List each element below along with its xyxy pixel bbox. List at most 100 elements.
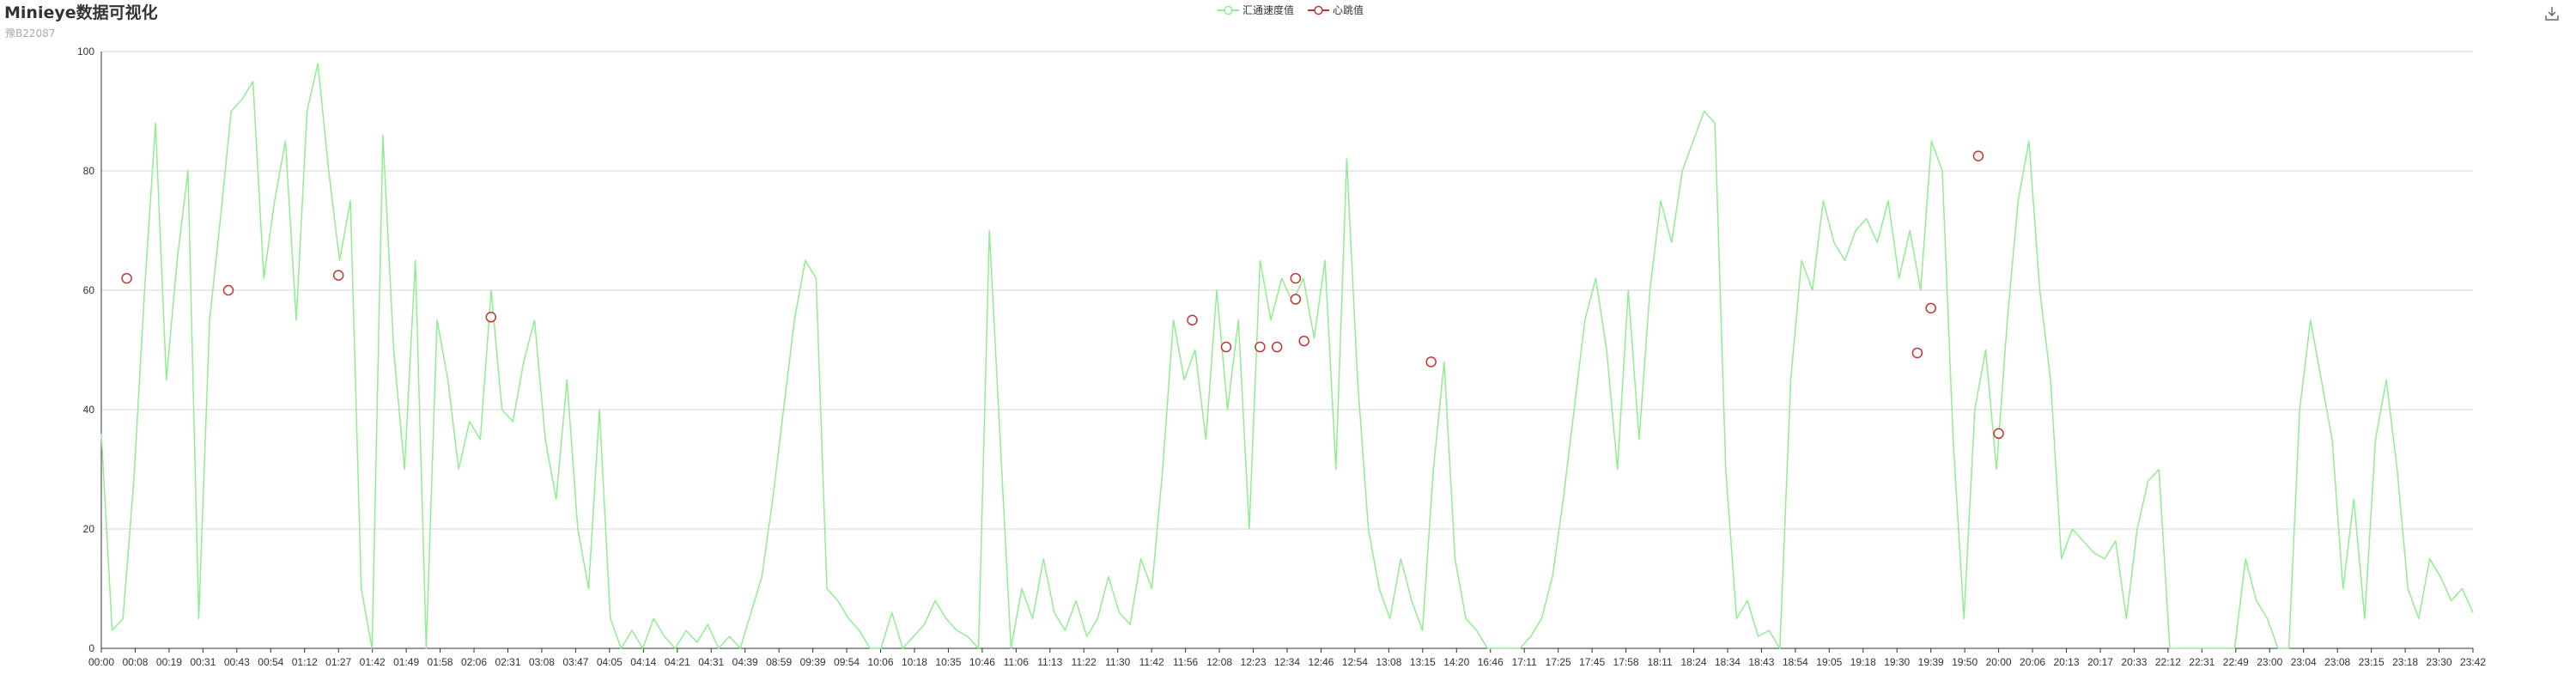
save-as-image-button[interactable]	[2543, 5, 2561, 22]
x-tick-label: 23:04	[2291, 656, 2317, 668]
x-tick-label: 19:18	[1850, 656, 1876, 668]
x-tick-label: 20:17	[2087, 656, 2113, 668]
x-tick-label: 13:15	[1410, 656, 1436, 668]
x-tick-label: 01:42	[360, 656, 386, 668]
y-tick-label: 80	[83, 165, 95, 177]
x-tick-label: 23:00	[2257, 656, 2282, 668]
x-tick-label: 18:11	[1647, 656, 1672, 668]
x-tick-label: 12:34	[1274, 656, 1300, 668]
x-tick-label: 23:08	[2324, 656, 2350, 668]
x-tick-label: 09:39	[800, 656, 826, 668]
series-point-heartbeat	[1187, 314, 1198, 325]
x-tick-label: 17:58	[1613, 656, 1639, 668]
series-point-heartbeat	[1298, 335, 1309, 347]
x-tick-label: 19:30	[1884, 656, 1910, 668]
series-point-heartbeat	[1290, 294, 1302, 305]
x-tick-label: 22:49	[2223, 656, 2249, 668]
x-tick-label: 04:05	[597, 656, 623, 668]
y-tick-label: 0	[88, 642, 94, 654]
x-tick-label: 02:31	[495, 656, 520, 668]
x-tick-label: 16:46	[1478, 656, 1504, 668]
chart-title: Minieye数据可视化	[4, 3, 158, 22]
x-tick-label: 22:12	[2155, 656, 2181, 668]
chart-subtitle: 豫B22087	[5, 27, 56, 40]
series-point-heartbeat	[1255, 341, 1266, 353]
series-point-heartbeat	[1290, 272, 1302, 284]
x-tick-label: 04:21	[665, 656, 690, 668]
series-point-heartbeat	[1220, 341, 1232, 353]
x-tick-label: 00:54	[258, 656, 283, 668]
series-point-heartbeat	[222, 284, 234, 296]
x-tick-label: 11:06	[1004, 656, 1029, 668]
x-tick-label: 20:13	[2053, 656, 2079, 668]
x-tick-label: 23:18	[2392, 656, 2418, 668]
series-point-heartbeat	[1271, 341, 1283, 353]
x-tick-label: 14:20	[1443, 656, 1469, 668]
x-tick-label: 17:25	[1546, 656, 1571, 668]
legend-item-speed[interactable]: 汇通速度值	[1218, 3, 1294, 17]
y-tick-label: 40	[83, 404, 95, 416]
x-tick-label: 23:15	[2359, 656, 2385, 668]
x-tick-label: 08:59	[766, 656, 792, 668]
x-tick-label: 20:00	[1986, 656, 2012, 668]
x-tick-label: 01:27	[325, 656, 351, 668]
x-tick-label: 22:31	[2189, 656, 2215, 668]
x-tick-label: 03:08	[529, 656, 555, 668]
x-tick-label: 19:39	[1918, 656, 1944, 668]
x-tick-label: 20:06	[2020, 656, 2045, 668]
legend: 汇通速度值 心跳值	[1218, 3, 1364, 17]
x-tick-label: 19:50	[1952, 656, 1978, 668]
x-tick-label: 10:18	[902, 656, 927, 668]
x-tick-label: 10:46	[969, 656, 995, 668]
legend-label-speed: 汇通速度值	[1242, 4, 1295, 16]
x-tick-label: 13:08	[1376, 656, 1401, 668]
x-tick-label: 11:42	[1139, 656, 1164, 668]
x-tick-label: 01:49	[393, 656, 419, 668]
x-tick-label: 04:31	[698, 656, 724, 668]
series-point-heartbeat	[1993, 428, 2004, 440]
x-tick-label: 12:08	[1206, 656, 1232, 668]
series-point-heartbeat	[1925, 302, 1936, 314]
y-tick-label: 100	[77, 46, 94, 58]
x-tick-label: 18:34	[1715, 656, 1741, 668]
x-tick-label: 11:22	[1072, 656, 1097, 668]
x-tick-label: 17:11	[1512, 656, 1537, 668]
x-tick-label: 10:35	[935, 656, 961, 668]
x-tick-label: 11:56	[1173, 656, 1198, 668]
y-tick-label: 60	[83, 284, 95, 296]
series-point-heartbeat	[1911, 347, 1923, 359]
x-tick-label: 12:54	[1342, 656, 1368, 668]
x-tick-label: 10:06	[867, 656, 893, 668]
x-tick-label: 04:39	[732, 656, 758, 668]
x-tick-label: 00:08	[122, 656, 148, 668]
x-tick-label: 01:58	[428, 656, 453, 668]
legend-line-circle-icon	[1308, 5, 1330, 15]
x-tick-label: 00:43	[224, 656, 250, 668]
x-tick-label: 17:45	[1579, 656, 1605, 668]
x-tick-label: 09:54	[834, 656, 860, 668]
x-tick-label: 12:46	[1308, 656, 1334, 668]
download-icon	[2545, 7, 2559, 21]
x-tick-label: 11:30	[1105, 656, 1130, 668]
legend-item-heartbeat[interactable]: 心跳值	[1308, 3, 1364, 17]
legend-line-circle-icon	[1218, 5, 1239, 15]
x-tick-label: 18:24	[1680, 656, 1706, 668]
x-tick-label: 00:19	[156, 656, 182, 668]
x-tick-label: 03:47	[562, 656, 588, 668]
y-tick-label: 20	[83, 523, 95, 535]
x-tick-label: 00:31	[190, 656, 216, 668]
series-point-heartbeat	[1425, 356, 1437, 368]
series-point-heartbeat	[1972, 150, 1984, 161]
series-line-speed	[100, 63, 2474, 649]
x-tick-label: 01:12	[292, 656, 318, 668]
x-tick-label: 12:23	[1241, 656, 1267, 668]
x-tick-label: 04:14	[630, 656, 656, 668]
x-tick-label: 00:00	[88, 656, 114, 668]
x-tick-label: 02:06	[461, 656, 487, 668]
legend-label-heartbeat: 心跳值	[1333, 4, 1364, 16]
x-tick-label: 23:42	[2460, 656, 2486, 668]
x-tick-label: 19:05	[1816, 656, 1842, 668]
x-tick-label: 20:33	[2121, 656, 2147, 668]
x-tick-label: 18:54	[1783, 656, 1808, 668]
